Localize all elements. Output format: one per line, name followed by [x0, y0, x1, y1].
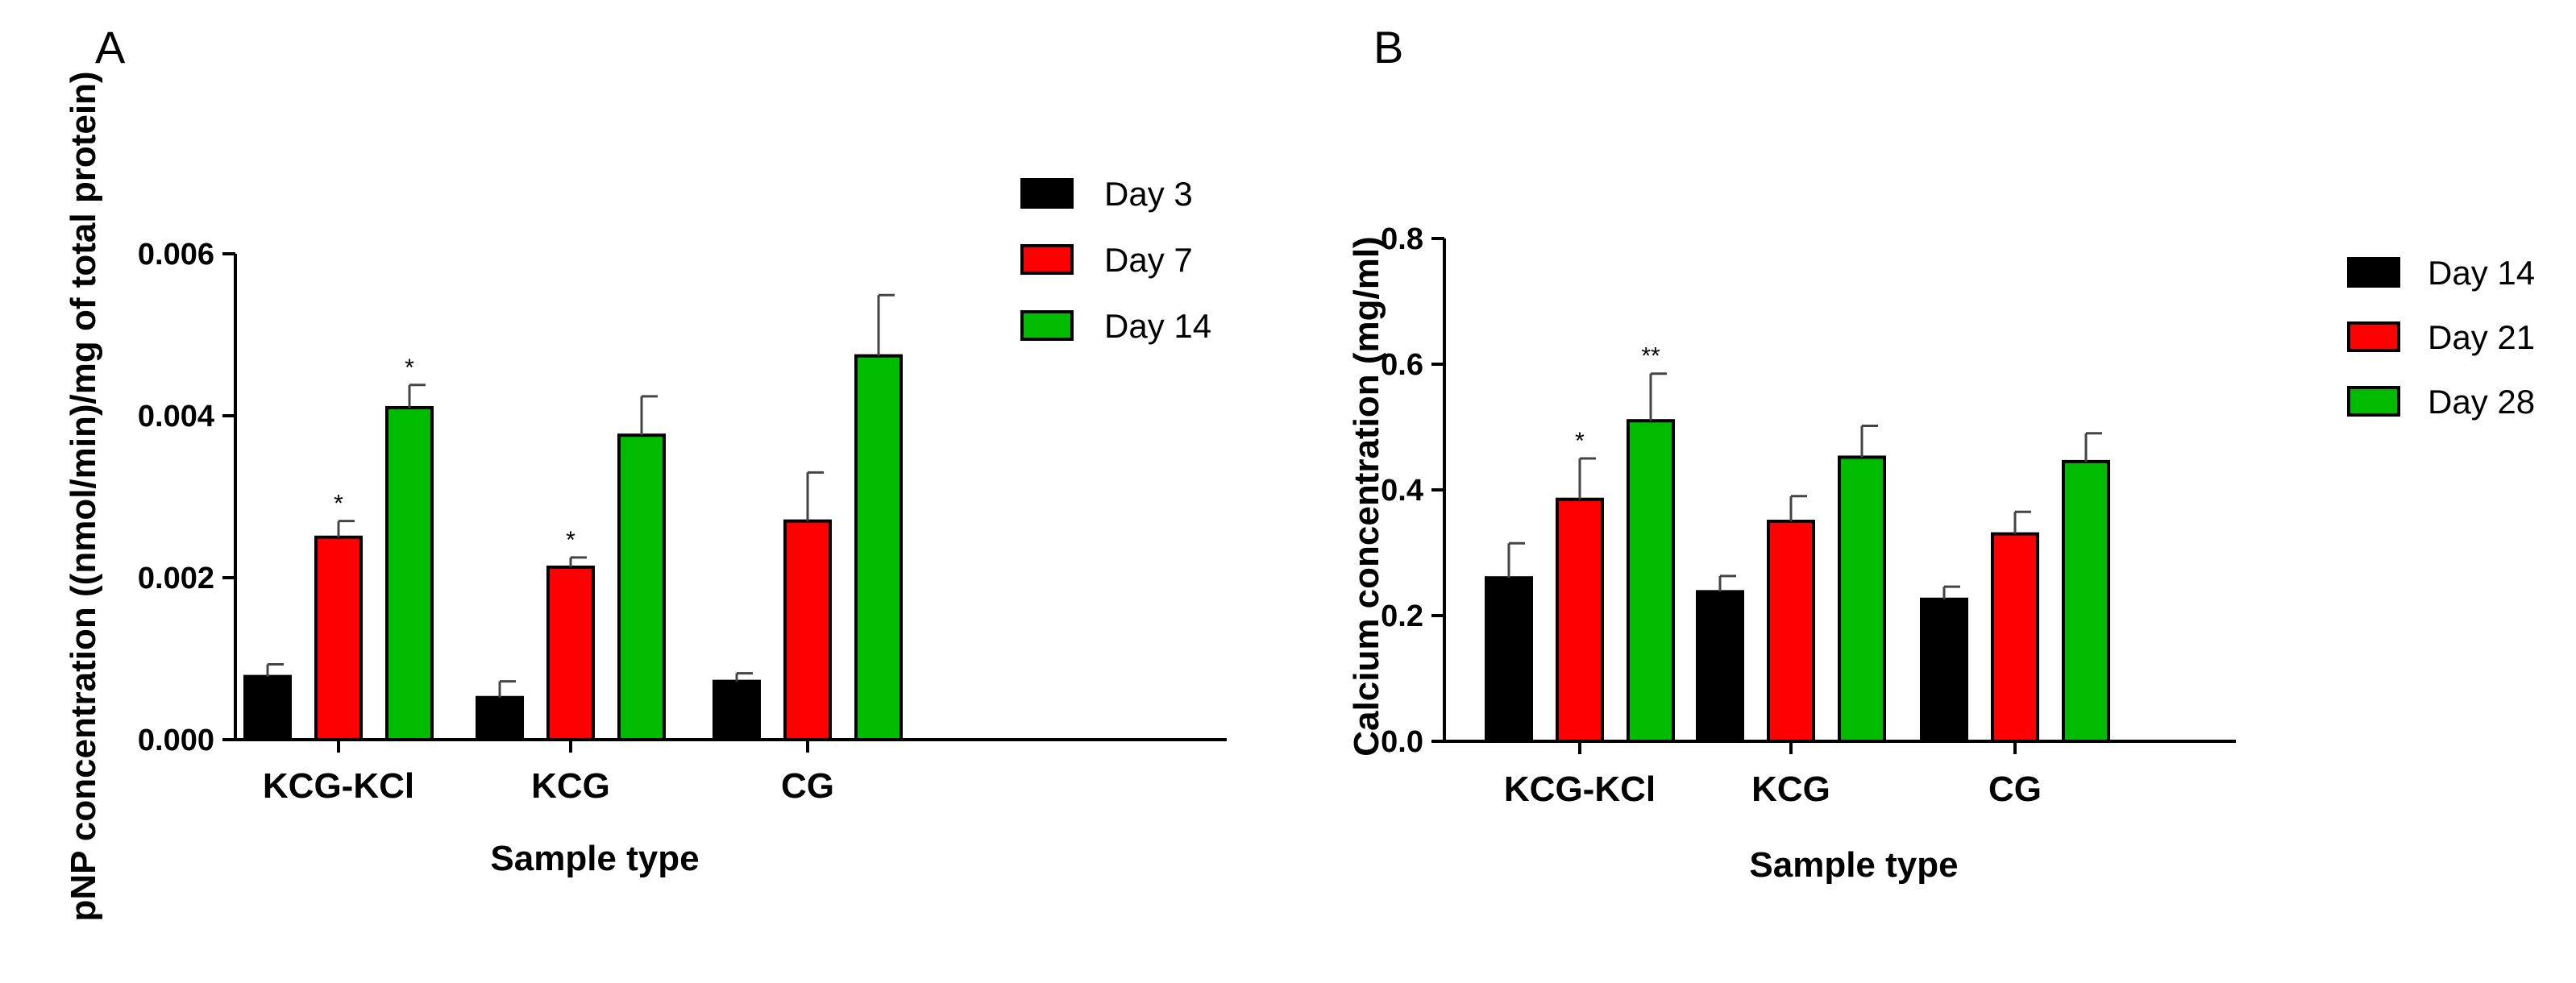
legend-label: Day 3 [1104, 175, 1193, 213]
y-tick-label: 0.8 [1381, 222, 1423, 256]
significance-mark: * [405, 355, 414, 381]
y-tick-label: 0.000 [138, 724, 214, 757]
bar [783, 519, 832, 742]
panel-a: A 0.000 0.002 0.004 0.006 KCG-KCl KCG CG * * * Samp… [64, 22, 1227, 922]
x-tick-label: KCG [1751, 769, 1830, 809]
panel-label: A [95, 22, 126, 73]
bar [713, 679, 761, 742]
bar [1556, 497, 1604, 743]
legend-swatch [2347, 386, 2400, 417]
bar [1696, 590, 1744, 743]
x-axis-title: Sample type [1749, 845, 1958, 885]
legend-label: Day 21 [2428, 318, 2535, 356]
y-tick-label: 0.4 [1381, 474, 1423, 508]
y-tick-label: 0.6 [1381, 348, 1423, 382]
bar [243, 674, 292, 741]
bar [854, 354, 903, 741]
y-axis-title: Calcium concentration (mg/ml) [1347, 236, 1386, 756]
bar [1991, 532, 2039, 743]
significance-mark: * [334, 491, 343, 517]
x-axis-title: Sample type [490, 839, 699, 878]
legend-swatch [2347, 257, 2400, 288]
bar [617, 433, 666, 741]
legend-label: Day 7 [1104, 241, 1193, 279]
panel-label: B [1373, 22, 1403, 73]
bar [2062, 459, 2110, 744]
legend-label: Day 28 [2428, 383, 2535, 421]
legend-swatch [1020, 310, 1074, 341]
significance-mark: * [1575, 428, 1585, 454]
bar [1838, 455, 1886, 743]
bar [1485, 576, 1533, 744]
y-tick-label: 0.002 [138, 562, 214, 595]
x-tick-label: KCG-KCl [263, 766, 414, 806]
legend-label: Day 14 [2428, 254, 2535, 292]
y-tick-label: 0.2 [1381, 599, 1423, 633]
legend-swatch [2347, 321, 2400, 352]
significance-mark: * [566, 527, 575, 554]
x-tick-label: CG [781, 766, 834, 806]
legend-label: Day 14 [1104, 307, 1211, 345]
bar [1920, 597, 1968, 743]
bar [314, 535, 363, 741]
y-tick-label: 0.0 [1381, 725, 1423, 759]
legend-swatch [1020, 244, 1074, 275]
y-tick-label: 0.004 [138, 400, 214, 433]
bar [1627, 419, 1675, 743]
x-tick-label: KCG-KCl [1504, 769, 1656, 809]
legend-swatch [1020, 178, 1074, 209]
bar [385, 405, 434, 741]
bar [546, 565, 595, 741]
y-tick-label: 0.006 [138, 238, 214, 272]
significance-mark: ** [1641, 343, 1660, 370]
bar [1767, 520, 1815, 743]
x-tick-label: CG [1988, 769, 2042, 809]
bar [476, 695, 524, 741]
x-tick-label: KCG [531, 766, 610, 806]
y-axis-title: pNP concentration ((nmol/min)/mg of tota… [64, 71, 103, 921]
